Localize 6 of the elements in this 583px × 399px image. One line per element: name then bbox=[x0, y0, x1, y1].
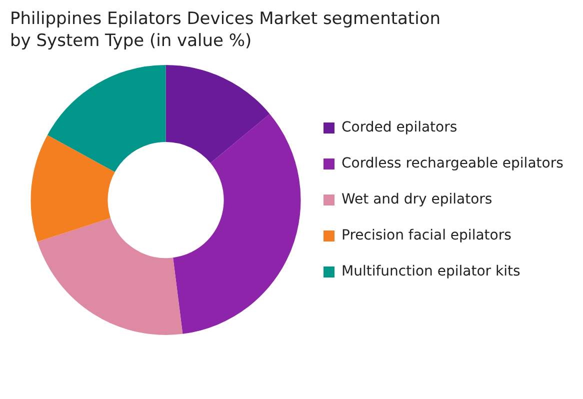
legend-label: Corded epilators bbox=[342, 120, 458, 136]
legend-label: Precision facial epilators bbox=[342, 228, 512, 244]
legend-label: Multifunction epilator kits bbox=[342, 264, 520, 280]
chart-title: Philippines Epilators Devices Market segmentation by System Type (in value %) bbox=[10, 8, 442, 52]
legend-label: Wet and dry epilators bbox=[342, 192, 492, 208]
legend-label: Cordless rechargeable epilators bbox=[342, 156, 564, 172]
